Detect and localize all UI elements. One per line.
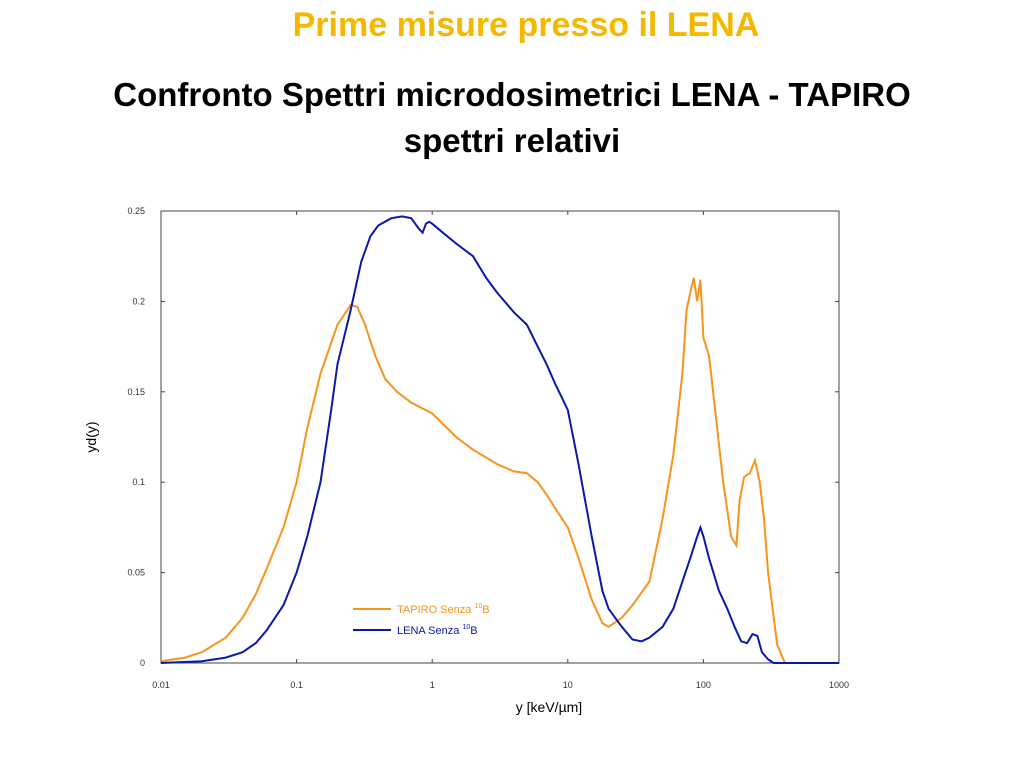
tapiro-series-line	[160, 277, 839, 664]
legend-label-lena: LENA Senza 10B	[397, 624, 478, 637]
legend-label-tapiro: TAPIRO Senza 10B	[397, 603, 490, 616]
y-tick-label: 0.2	[132, 296, 145, 306]
x-tick-label: 100	[696, 680, 711, 690]
x-axis-label: y [keV/µm]	[516, 699, 582, 715]
slide-subtitle: Confronto Spettri microdosimetrici LENA …	[0, 72, 1024, 164]
legend-label-lena-end: B	[470, 625, 477, 637]
plot-frame	[160, 210, 840, 664]
x-tick-label: 1	[430, 680, 435, 690]
x-tick-label: 0.1	[290, 680, 303, 690]
legend: TAPIRO Senza 10B LENA Senza 10B	[353, 603, 490, 637]
y-tick-label: 0.25	[127, 206, 145, 216]
x-axis-ticks: 0.01 0.1 1 10 100 1000	[152, 211, 849, 690]
y-tick-label: 0.15	[127, 387, 145, 397]
legend-label-lena-sup: 10	[462, 624, 470, 631]
legend-label-lena-main: LENA Senza	[397, 625, 462, 637]
x-tick-label: 1000	[829, 680, 849, 690]
y-tick-label: 0	[140, 658, 145, 668]
subtitle-line-2: spettri relativi	[403, 122, 621, 159]
x-tick-label: 10	[563, 680, 573, 690]
subtitle-line-1: Confronto Spettri microdosimetrici LENA …	[113, 76, 911, 113]
y-axis-label: yd(y)	[83, 421, 99, 452]
legend-label-tapiro-main: TAPIRO Senza	[397, 604, 474, 616]
lena-series-line	[160, 215, 839, 664]
y-tick-label: 0.05	[127, 568, 145, 578]
x-tick-label: 0.01	[152, 680, 170, 690]
y-axis-ticks: 0 0.05 0.1 0.15 0.2 0.25	[127, 206, 839, 668]
slide-title: Prime misure presso il LENA	[292, 6, 760, 44]
legend-label-tapiro-end: B	[482, 604, 489, 616]
y-tick-label: 0.1	[132, 477, 145, 487]
legend-label-tapiro-sup: 10	[474, 603, 482, 610]
